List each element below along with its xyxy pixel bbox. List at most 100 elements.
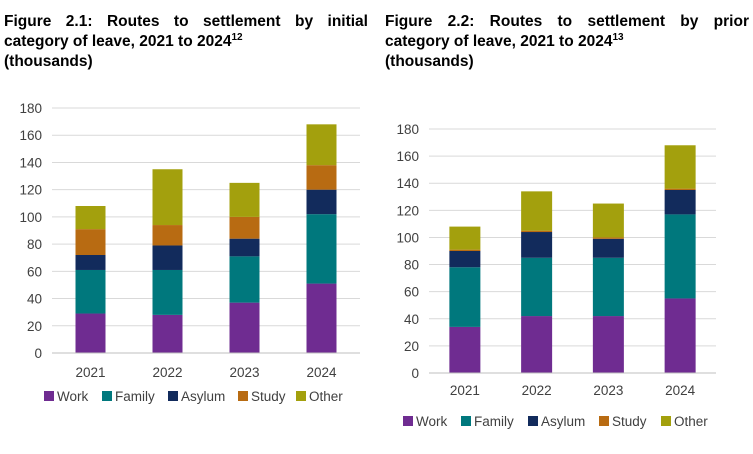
x-tick-label: 2023 [593,383,623,398]
figure-2-1: Figure 2.1: Routes to settlement by init… [0,0,372,454]
title-line-1: Figure 2.2: Routes to settlement by prio… [385,13,749,30]
bar-segment-study [664,188,696,190]
bar-segment-asylum [449,251,481,268]
legend-label: Study [251,389,286,404]
bar-segment-study [449,249,481,251]
y-tick-label: 20 [404,339,419,354]
bar-segment-study [75,229,106,255]
bar-segment-family [664,214,696,299]
bar-segment-work [229,302,260,353]
y-tick-label: 180 [19,101,42,116]
y-tick-label: 60 [27,264,42,279]
legend-swatch [168,391,178,401]
y-tick-label: 40 [404,312,419,327]
bar-segment-work [664,298,696,373]
bar-segment-study [152,225,183,246]
footnote-ref: 13 [612,31,624,43]
bar-segment-work [75,313,106,353]
stacked-bar-chart: 0 20 40 60 80 100 120 140 160 180 2021 2022 2023 2024… [19,101,360,404]
legend-label: Family [115,389,155,404]
x-tick-label: 2021 [75,365,105,380]
bar-segment-asylum [229,238,260,257]
y-tick-label: 80 [27,237,42,252]
bar-segment-asylum [152,245,183,270]
y-tick-label: 60 [404,285,419,300]
title-line-2-text: category of leave, 2021 to 2024 [4,33,232,50]
bar-segment-family [229,256,260,303]
y-tick-label: 40 [27,292,42,307]
bar-segment-family [152,269,183,315]
footnote-ref: 12 [231,31,243,43]
legend-swatch [102,391,112,401]
y-tick-label: 120 [19,183,42,198]
bar-segment-family [449,267,481,327]
title-line-2: category of leave, 2021 to 202413 [385,32,749,52]
legend-swatch [403,416,413,426]
y-tick-label: 0 [411,366,419,381]
bar-segment-family [306,214,337,284]
y-tick-label: 140 [19,155,42,170]
x-tick-label: 2023 [229,365,259,380]
legend-label: Asylum [541,414,585,429]
legend-label: Work [57,389,89,404]
figure-title: Figure 2.1: Routes to settlement by init… [4,12,368,72]
legend-label: Other [674,414,708,429]
legend-label: Asylum [181,389,225,404]
y-tick-label: 160 [396,149,419,164]
bar-segment-other [229,182,260,217]
bar-segment-other [152,169,183,226]
y-tick-label: 180 [396,122,419,137]
x-tick-label: 2024 [665,383,696,398]
legend-swatch [44,391,54,401]
bar-segment-work [592,316,624,373]
y-tick-label: 80 [404,258,419,273]
bar-segment-other [664,145,696,189]
legend-label: Work [416,414,448,429]
x-tick-label: 2022 [152,365,182,380]
bar-segment-asylum [664,190,696,215]
title-line-1: Figure 2.1: Routes to settlement by init… [4,13,368,30]
title-line-2-text: category of leave, 2021 to 2024 [385,33,613,50]
bar-segment-work [306,283,337,353]
bar-segment-asylum [306,189,337,215]
legend-label: Family [474,414,514,429]
bar-segment-family [521,257,553,317]
y-tick-label: 100 [396,230,419,245]
bar-segment-study [229,216,260,239]
bar-segment-asylum [592,238,624,258]
bar-segment-family [75,269,106,314]
legend-swatch [528,416,538,426]
y-tick-label: 100 [19,210,42,225]
title-line-3: (thousands) [385,53,474,70]
bar-segment-other [449,226,481,250]
bar-segment-work [521,316,553,373]
legend-swatch [296,391,306,401]
figure-2-2: Figure 2.2: Routes to settlement by prio… [381,0,753,454]
bar-segment-work [449,326,481,373]
bar-segment-study [592,237,624,239]
figure-title: Figure 2.2: Routes to settlement by prio… [385,12,749,72]
title-line-3: (thousands) [4,53,93,70]
y-tick-label: 0 [34,346,42,361]
y-tick-label: 20 [27,319,42,334]
bar-segment-work [152,314,183,353]
bar-segment-study [306,165,337,190]
y-tick-label: 140 [396,176,419,191]
bar-segment-other [592,203,624,238]
legend-swatch [661,416,671,426]
legend-swatch [599,416,609,426]
bar-segment-study [521,230,553,233]
title-line-2: category of leave, 2021 to 202412 [4,32,368,52]
y-tick-label: 160 [19,128,42,143]
legend-label: Other [309,389,343,404]
bar-segment-asylum [521,232,553,258]
y-tick-label: 120 [396,203,419,218]
bar-segment-asylum [75,255,106,270]
x-tick-label: 2022 [522,383,552,398]
stacked-bar-chart: 0 20 40 60 80 100 120 140 160 180 2021 2022 2023 2024… [396,122,716,429]
bar-segment-other [75,206,106,230]
legend-label: Study [612,414,647,429]
x-tick-label: 2021 [450,383,480,398]
bar-segment-other [306,124,337,166]
bar-segment-family [592,257,624,317]
